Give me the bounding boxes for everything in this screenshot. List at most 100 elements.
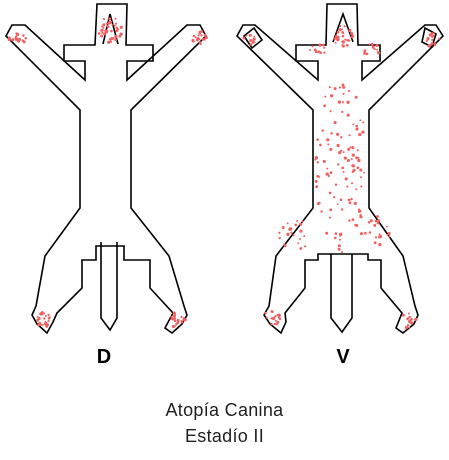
lesion-dot bbox=[349, 146, 352, 149]
lesion-dot bbox=[320, 210, 323, 213]
lesion-dot bbox=[252, 37, 256, 41]
lesion-dot bbox=[351, 218, 355, 222]
lesion-dot bbox=[376, 221, 380, 225]
lesion-dot bbox=[359, 168, 363, 172]
lesion-dot bbox=[355, 156, 359, 160]
lesion-dot bbox=[17, 39, 21, 43]
lesion-dot bbox=[378, 233, 381, 236]
lesion-dot bbox=[348, 134, 351, 137]
lesion-dot bbox=[355, 188, 358, 191]
lesion-dot bbox=[303, 235, 306, 238]
lesion-dot bbox=[251, 41, 255, 44]
lesion-dot bbox=[342, 151, 345, 154]
lesion-dot bbox=[273, 322, 276, 326]
lesion-dot bbox=[336, 132, 340, 136]
lesion-dot bbox=[102, 17, 106, 21]
lesion-dot bbox=[102, 23, 106, 27]
lesion-dot bbox=[277, 313, 281, 317]
lesion-dot bbox=[115, 22, 118, 25]
caption-title: Atopía Canina bbox=[165, 400, 284, 420]
lesion-dot bbox=[114, 17, 117, 20]
lesion-dot bbox=[311, 45, 314, 48]
lesion-dot bbox=[173, 319, 177, 322]
lesion-dot bbox=[248, 33, 252, 37]
lesion-dot bbox=[388, 235, 391, 238]
lesion-dot bbox=[372, 46, 375, 49]
lesion-dot bbox=[402, 313, 405, 317]
lesion-dot bbox=[180, 315, 183, 319]
lesion-dot bbox=[265, 316, 268, 319]
lesion-dot bbox=[330, 132, 333, 135]
lesion-dot bbox=[314, 49, 317, 52]
lesion-dot bbox=[427, 44, 431, 48]
lesion-dot bbox=[174, 312, 177, 315]
lesion-dot bbox=[329, 94, 334, 98]
lesion-dot bbox=[428, 34, 431, 36]
lesion-dot bbox=[341, 31, 345, 35]
lesion-dot bbox=[360, 185, 363, 188]
lesion-dot bbox=[337, 244, 341, 248]
lesion-dot bbox=[114, 38, 118, 42]
lesion-dot bbox=[315, 185, 319, 189]
lesion-dot bbox=[115, 26, 118, 30]
lesion-dot bbox=[370, 42, 374, 46]
lesion-dot bbox=[351, 153, 355, 157]
lesion-dot bbox=[271, 310, 274, 313]
lesion-dot bbox=[183, 318, 187, 322]
lesion-dot bbox=[328, 216, 332, 219]
lesion-dot bbox=[333, 37, 335, 40]
lesion-dot bbox=[334, 34, 338, 38]
lesion-dot bbox=[368, 43, 371, 46]
lesion-dot bbox=[415, 317, 418, 320]
lesion-dot bbox=[198, 31, 202, 35]
lesion-dot bbox=[299, 229, 303, 233]
lesion-dot bbox=[336, 30, 340, 34]
lesion-dot bbox=[245, 34, 248, 37]
lesion-dot bbox=[339, 198, 343, 201]
lesion-dot bbox=[204, 35, 207, 38]
lesion-dot bbox=[408, 326, 411, 329]
ventral-tail bbox=[330, 254, 353, 334]
lesion-dot bbox=[97, 32, 101, 35]
lesion-dot bbox=[281, 226, 285, 229]
lesion-dot bbox=[198, 41, 202, 44]
lesion-dot bbox=[270, 317, 273, 320]
ventral-left-paw-marking bbox=[242, 26, 264, 50]
lesion-dot bbox=[346, 185, 349, 188]
lesion-dot bbox=[357, 209, 362, 213]
lesion-dot bbox=[432, 32, 435, 35]
lesion-dot bbox=[375, 43, 379, 48]
lesion-dot bbox=[356, 166, 360, 170]
lesion-dot bbox=[374, 236, 378, 239]
lesion-dot bbox=[292, 234, 295, 237]
lesion-dot bbox=[197, 34, 200, 37]
lesion-dot bbox=[373, 223, 377, 227]
lesion-dot bbox=[107, 40, 111, 44]
lesion-dot bbox=[24, 37, 28, 40]
lesion-dot bbox=[15, 32, 18, 35]
lesion-dot bbox=[340, 136, 343, 139]
lesion-dot bbox=[338, 28, 342, 32]
lesion-dot bbox=[350, 32, 354, 36]
lesion-dot bbox=[341, 166, 345, 170]
lesion-dot bbox=[101, 25, 104, 28]
lesion-dot bbox=[425, 39, 428, 43]
lesion-dot bbox=[7, 37, 12, 42]
lesion-dot bbox=[362, 121, 365, 124]
lesion-dot bbox=[36, 315, 39, 318]
lesion-dot bbox=[201, 38, 205, 41]
lesion-dot bbox=[110, 37, 114, 41]
lesion-dot bbox=[431, 38, 434, 42]
lesion-dot bbox=[301, 220, 304, 223]
lesion-dot bbox=[290, 231, 293, 234]
lesion-dot bbox=[355, 124, 359, 128]
lesion-dot bbox=[106, 24, 109, 27]
lesion-dot bbox=[278, 317, 282, 321]
lesion-dot bbox=[359, 176, 363, 179]
dorsal-silhouette-path bbox=[5, 3, 207, 335]
lesion-dot bbox=[198, 38, 201, 40]
lesion-dot bbox=[100, 28, 104, 32]
lesion-dot bbox=[109, 40, 112, 44]
lesion-dot bbox=[242, 36, 246, 40]
lesion-dot bbox=[350, 158, 353, 160]
